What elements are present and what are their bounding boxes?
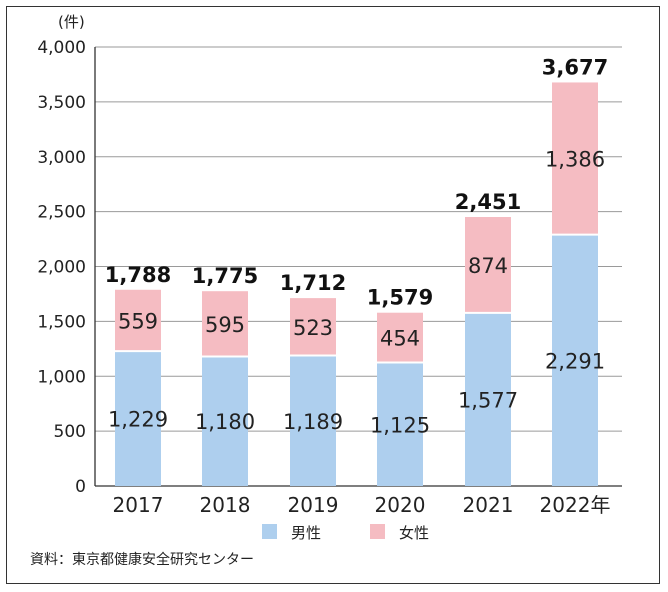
- chart-frame: [6, 6, 660, 584]
- y-tick-label: 2,500: [37, 203, 86, 223]
- data-label-male: 1,577: [458, 388, 518, 412]
- data-label-female: 559: [118, 309, 158, 333]
- bar-male: [552, 234, 598, 486]
- x-tick-label: 2019: [288, 493, 339, 517]
- data-label-male: 1,125: [370, 413, 430, 437]
- y-tick-label: 1,500: [37, 312, 86, 332]
- legend-label-female: 女性: [399, 524, 429, 542]
- bar-male: [377, 362, 423, 486]
- legend-label-male: 男性: [291, 524, 321, 542]
- bar-male: [115, 351, 161, 486]
- data-label-total: 1,788: [105, 263, 171, 287]
- data-label-total: 1,775: [192, 264, 258, 288]
- y-tick-label: 3,500: [37, 93, 86, 113]
- data-label-total: 2,451: [455, 190, 521, 214]
- data-label-female: 874: [468, 254, 508, 278]
- data-label-male: 2,291: [545, 349, 605, 373]
- bar-male: [202, 356, 248, 486]
- y-tick-label: 0: [75, 477, 86, 497]
- legend-swatch-male: [262, 524, 277, 539]
- data-label-male: 1,189: [283, 410, 343, 434]
- y-tick-label: 1,000: [37, 367, 86, 387]
- data-label-total: 3,677: [542, 55, 608, 79]
- x-tick-label: 2022年: [540, 493, 611, 517]
- legend-swatch-female: [370, 524, 385, 539]
- bar-female: [465, 217, 511, 313]
- bar-female: [290, 298, 336, 356]
- bar-male: [290, 355, 336, 486]
- x-tick-label: 2018: [200, 493, 251, 517]
- data-label-total: 1,712: [280, 271, 346, 295]
- bar-female: [377, 312, 423, 363]
- bar-female: [115, 289, 161, 352]
- y-unit-label: (件): [58, 13, 85, 31]
- data-label-female: 595: [205, 313, 245, 337]
- data-label-total: 1,579: [367, 286, 433, 310]
- y-tick-label: 500: [54, 422, 86, 442]
- bar-male: [465, 312, 511, 486]
- bar-female: [552, 82, 598, 235]
- bar-female: [202, 291, 248, 357]
- data-label-female: 454: [380, 327, 420, 351]
- data-label-male: 1,180: [195, 410, 255, 434]
- data-label-female: 523: [293, 316, 333, 340]
- data-label-female: 1,386: [545, 148, 605, 172]
- y-tick-label: 3,000: [37, 148, 86, 168]
- source-note: 資料：東京都健康安全研究センター: [30, 552, 254, 568]
- x-tick-label: 2017: [113, 493, 164, 517]
- y-tick-label: 2,000: [37, 258, 86, 278]
- data-label-male: 1,229: [108, 408, 168, 432]
- y-tick-label: 4,000: [37, 38, 86, 58]
- x-tick-label: 2021: [463, 493, 514, 517]
- x-tick-label: 2020: [375, 493, 426, 517]
